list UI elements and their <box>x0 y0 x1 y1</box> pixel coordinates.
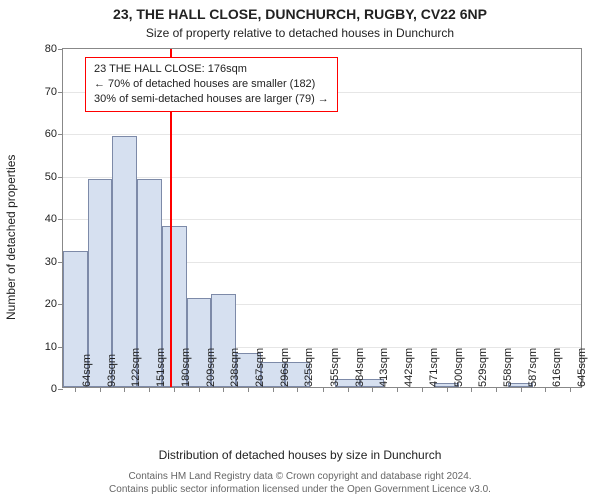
xtick-mark <box>471 387 472 392</box>
ytick-label: 20 <box>45 298 63 310</box>
xtick-mark <box>199 387 200 392</box>
xtick-label: 645sqm <box>574 348 588 387</box>
xtick-label: 471sqm <box>426 348 440 387</box>
ytick-label: 40 <box>45 213 63 225</box>
ytick-label: 50 <box>45 171 63 183</box>
xtick-mark <box>124 387 125 392</box>
xtick-mark <box>521 387 522 392</box>
xtick-mark <box>545 387 546 392</box>
xtick-mark <box>348 387 349 392</box>
gridline-h <box>63 134 581 135</box>
ytick-label: 0 <box>51 383 63 395</box>
xtick-mark <box>496 387 497 392</box>
chart-container: 23, THE HALL CLOSE, DUNCHURCH, RUGBY, CV… <box>0 0 600 500</box>
xtick-mark <box>297 387 298 392</box>
ytick-label: 10 <box>45 341 63 353</box>
x-axis-label: Distribution of detached houses by size … <box>0 448 600 462</box>
xtick-label: 355sqm <box>327 348 341 387</box>
annotation-box: 23 THE HALL CLOSE: 176sqm ← 70% of detac… <box>85 57 338 112</box>
chart-subtitle: Size of property relative to detached ho… <box>0 26 600 40</box>
xtick-label: 296sqm <box>277 348 291 387</box>
xtick-mark <box>149 387 150 392</box>
annotation-line-1: 23 THE HALL CLOSE: 176sqm <box>94 62 329 77</box>
xtick-label: 616sqm <box>549 348 563 387</box>
xtick-mark <box>174 387 175 392</box>
credit-line-1: Contains HM Land Registry data © Crown c… <box>0 470 600 483</box>
xtick-label: 558sqm <box>500 348 514 387</box>
xtick-label: 442sqm <box>401 348 415 387</box>
xtick-label: 500sqm <box>451 348 465 387</box>
credit-line-2: Contains public sector information licen… <box>0 483 600 496</box>
xtick-mark <box>447 387 448 392</box>
xtick-label: 325sqm <box>301 348 315 387</box>
xtick-mark <box>100 387 101 392</box>
xtick-mark <box>372 387 373 392</box>
ytick-label: 80 <box>45 43 63 55</box>
xtick-mark <box>397 387 398 392</box>
gridline-h <box>63 177 581 178</box>
xtick-mark <box>223 387 224 392</box>
xtick-label: 64sqm <box>79 354 93 387</box>
xtick-label: 587sqm <box>525 348 539 387</box>
xtick-label: 238sqm <box>227 348 241 387</box>
xtick-mark <box>273 387 274 392</box>
annotation-line-3: 30% of semi-detached houses are larger (… <box>94 92 329 107</box>
xtick-label: 413sqm <box>376 348 390 387</box>
chart-title: 23, THE HALL CLOSE, DUNCHURCH, RUGBY, CV… <box>0 6 600 22</box>
xtick-mark <box>248 387 249 392</box>
xtick-mark <box>75 387 76 392</box>
xtick-label: 529sqm <box>475 348 489 387</box>
ytick-label: 60 <box>45 128 63 140</box>
xtick-label: 151sqm <box>153 348 167 387</box>
ytick-label: 30 <box>45 256 63 268</box>
plot-area: 0102030405060708064sqm93sqm122sqm151sqm1… <box>62 48 582 388</box>
xtick-label: 122sqm <box>128 348 142 387</box>
ytick-label: 70 <box>45 86 63 98</box>
xtick-mark <box>422 387 423 392</box>
xtick-label: 180sqm <box>178 348 192 387</box>
xtick-mark <box>323 387 324 392</box>
credits: Contains HM Land Registry data © Crown c… <box>0 470 600 496</box>
xtick-label: 267sqm <box>252 348 266 387</box>
xtick-label: 93sqm <box>104 354 118 387</box>
y-axis-label: Number of detached properties <box>4 155 18 320</box>
annotation-line-2: ← 70% of detached houses are smaller (18… <box>94 77 329 92</box>
xtick-label: 209sqm <box>203 348 217 387</box>
xtick-mark <box>570 387 571 392</box>
xtick-label: 384sqm <box>352 348 366 387</box>
